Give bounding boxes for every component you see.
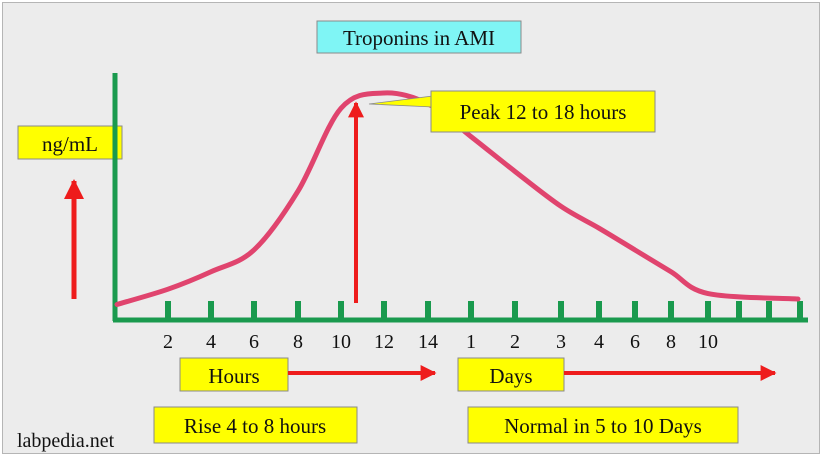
x-tick-label: 1 [466, 331, 476, 353]
x-tick-mark [468, 301, 474, 318]
x-tick-mark [251, 301, 257, 318]
x-tick-mark [668, 301, 674, 318]
days-label: Days [489, 364, 532, 388]
x-tick-mark [165, 301, 171, 318]
x-tick-label: 8 [293, 331, 303, 353]
x-tick-mark [381, 301, 387, 318]
x-tick-mark [797, 301, 803, 318]
x-tick-mark [632, 301, 638, 318]
x-tick-label: 10 [331, 331, 351, 353]
slide-background: Troponins in AMI ng/mL 2 4 6 8 10 12 14 1 2 3 4 6 8 1… [2, 2, 820, 454]
peak-label-box [430, 90, 656, 133]
rise-label-box [153, 406, 358, 444]
troponin-chart: Troponins in AMI ng/mL 2 4 6 8 10 12 14 1 2 3 4 6 8 1… [17, 20, 808, 452]
x-tick-mark [512, 301, 518, 318]
x-tick-label: 2 [510, 331, 520, 353]
rise-label: Rise 4 to 8 hours [184, 414, 326, 438]
y-axis-label-box [17, 125, 123, 160]
x-tick-mark [558, 301, 564, 318]
days-label-box [457, 357, 565, 392]
normal-label-box [467, 406, 739, 444]
x-tick-label: 2 [163, 331, 173, 353]
x-tick-label: 4 [594, 331, 604, 353]
x-tick-label: 12 [374, 331, 394, 353]
x-tick-label: 3 [556, 331, 566, 353]
peak-label: Peak 12 to 18 hours [460, 100, 627, 124]
x-tick-label: 6 [630, 331, 640, 353]
peak-callout-pointer [368, 95, 434, 108]
title-box [316, 20, 522, 54]
x-tick-label: 14 [418, 331, 438, 353]
normal-label: Normal in 5 to 10 Days [504, 414, 702, 438]
x-tick-mark [295, 301, 301, 318]
x-tick-mark [425, 301, 431, 318]
watermark: labpedia.net [17, 430, 115, 452]
x-tick-label: 10 [698, 331, 718, 353]
x-tick-mark [766, 301, 772, 318]
x-tick-mark [705, 301, 711, 318]
x-tick-label: 4 [206, 331, 216, 353]
hours-label: Hours [208, 364, 259, 388]
x-tick-mark [208, 301, 214, 318]
x-tick-mark [596, 301, 602, 318]
y-axis-label: ng/mL [42, 132, 98, 156]
x-tick-label: 8 [666, 331, 676, 353]
x-tick-label: 6 [249, 331, 259, 353]
x-tick-mark [736, 301, 742, 318]
x-tick-mark [338, 301, 344, 318]
chart-title: Troponins in AMI [343, 26, 495, 50]
